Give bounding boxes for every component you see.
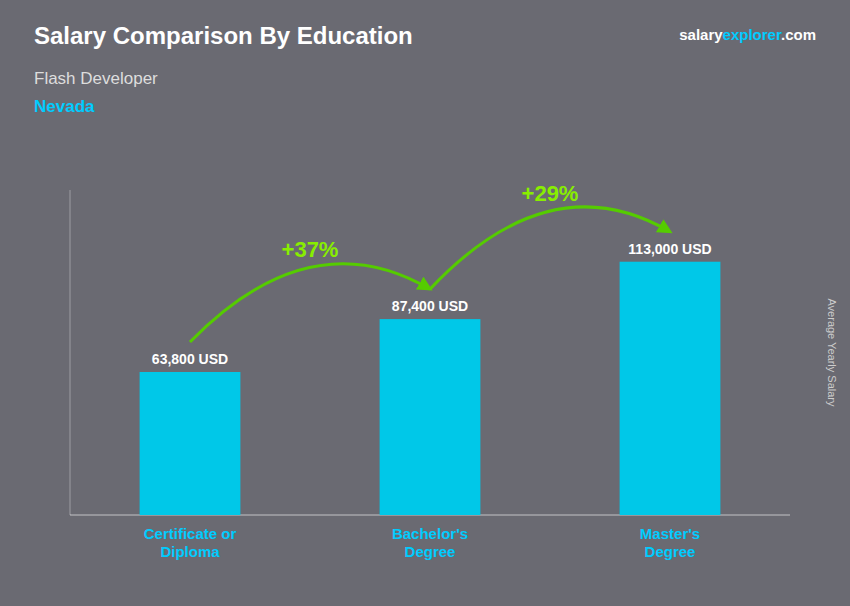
subtitle: Flash Developer [34, 69, 158, 88]
website-part: .com [781, 26, 816, 43]
y-axis-label: Average Yearly Salary [826, 298, 838, 407]
value-label: 63,800 USD [152, 351, 228, 367]
x-tick-label: Bachelor'sDegree [392, 525, 468, 560]
bar [380, 319, 481, 515]
bar [620, 262, 721, 515]
value-label: 87,400 USD [392, 298, 468, 314]
website-part: salary [679, 26, 723, 43]
x-tick-label: Certificate orDiploma [144, 525, 237, 560]
value-label: 113,000 USD [628, 241, 711, 257]
pct-label: +29% [522, 181, 579, 206]
title: Salary Comparison By Education [34, 22, 413, 49]
bars [140, 262, 721, 515]
website: salaryexplorer.com [679, 26, 816, 43]
y-axis-line [70, 190, 71, 515]
x-tick-label: Master'sDegree [640, 525, 700, 560]
location: Nevada [34, 97, 95, 116]
pct-label: +37% [282, 237, 339, 262]
bar [140, 372, 241, 515]
chart: Salary Comparison By Education Flash Deve… [0, 0, 850, 606]
website-part: explorer [723, 26, 782, 43]
growth-arrow [190, 264, 430, 342]
growth-arrow [430, 207, 670, 289]
